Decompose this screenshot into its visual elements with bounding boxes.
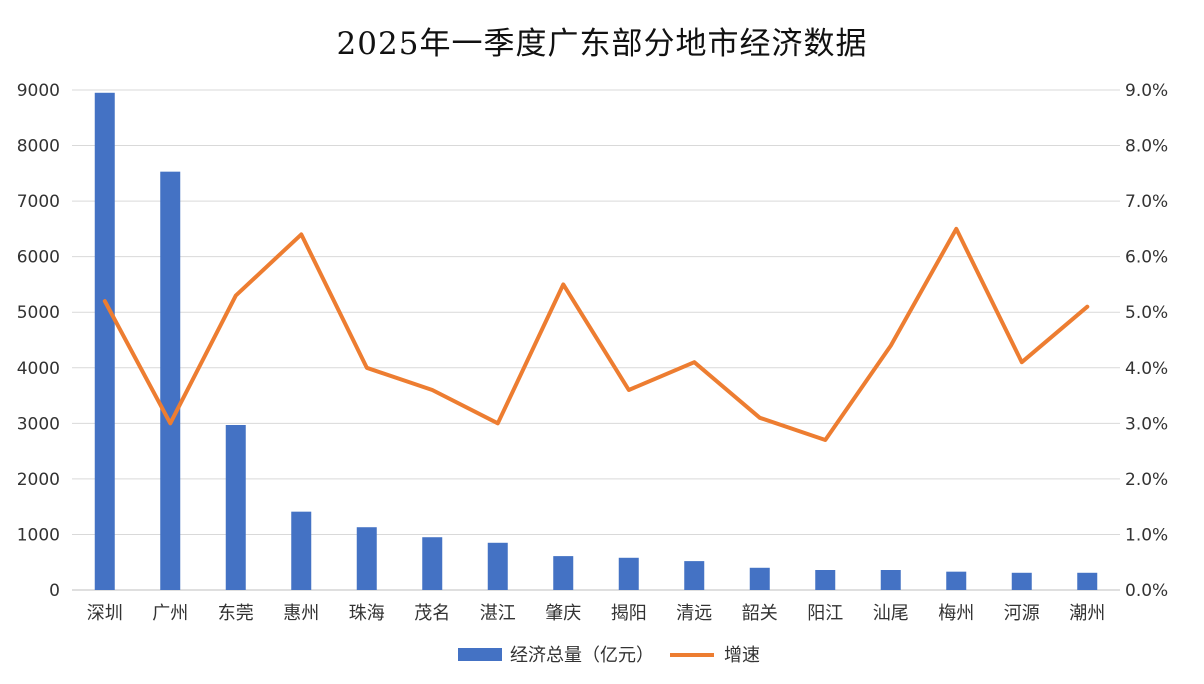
bar-湛江: [487, 542, 508, 590]
bar-梅州: [946, 571, 967, 590]
y-right-tick-label: 4.0%: [1125, 359, 1168, 379]
x-tick-label: 清远: [676, 603, 712, 624]
y-right-tick-label: 6.0%: [1125, 248, 1168, 268]
x-tick-label: 梅州: [938, 603, 974, 624]
y-left-tick-label: 6000: [17, 248, 60, 268]
bar-惠州: [291, 511, 312, 590]
y-right-tick-label: 0.0%: [1125, 581, 1168, 601]
bar-广州: [160, 171, 181, 590]
y-left-tick-label: 7000: [17, 192, 60, 212]
chart-title: 2025年一季度广东部分地市经济数据: [336, 26, 868, 62]
bar-汕尾: [880, 570, 901, 590]
bar-茂名: [422, 537, 443, 590]
y-left-tick-label: 1000: [17, 525, 60, 545]
legend-swatch-bar: [458, 648, 502, 661]
y-left-tick-label: 0: [49, 581, 60, 601]
bar-潮州: [1077, 572, 1098, 590]
y-left-tick-label: 5000: [17, 303, 60, 323]
x-tick-label: 韶关: [742, 603, 778, 624]
bar-河源: [1011, 572, 1032, 590]
x-tick-label: 汕尾: [873, 603, 909, 624]
x-tick-label: 揭阳: [611, 603, 647, 624]
x-tick-label: 阳江: [807, 603, 843, 624]
bar-东莞: [225, 425, 246, 590]
x-tick-label: 茂名: [414, 603, 450, 624]
bar-珠海: [356, 527, 377, 590]
x-tick-label: 湛江: [480, 603, 516, 624]
y-right-tick-label: 5.0%: [1125, 303, 1168, 323]
y-left-tick-label: 8000: [17, 137, 60, 157]
y-left-tick-label: 4000: [17, 359, 60, 379]
legend-label-bar: 经济总量（亿元）: [510, 645, 654, 666]
bar-韶关: [749, 567, 770, 590]
y-right-tick-label: 3.0%: [1125, 414, 1168, 434]
bar-肇庆: [553, 556, 574, 590]
bar-清远: [684, 561, 705, 590]
y-left-tick-label: 3000: [17, 414, 60, 434]
x-tick-label: 潮州: [1069, 603, 1105, 624]
y-right-tick-label: 2.0%: [1125, 470, 1168, 490]
y-right-tick-label: 9.0%: [1125, 81, 1168, 101]
x-tick-label: 珠海: [349, 603, 385, 624]
y-right-tick-label: 8.0%: [1125, 137, 1168, 157]
x-tick-label: 肇庆: [545, 603, 581, 624]
x-tick-label: 惠州: [283, 603, 319, 624]
x-tick-label: 深圳: [87, 603, 123, 624]
x-tick-label: 东莞: [218, 603, 254, 624]
growth-line: [102, 226, 1090, 442]
x-tick-label: 河源: [1004, 603, 1040, 624]
y-left-tick-label: 9000: [17, 81, 60, 101]
bar-深圳: [94, 92, 115, 591]
bar-阳江: [815, 570, 836, 590]
bar-揭阳: [618, 557, 639, 590]
y-right-tick-label: 1.0%: [1125, 525, 1168, 545]
y-right-tick-label: 7.0%: [1125, 192, 1168, 212]
x-tick-label: 广州: [152, 603, 188, 624]
legend-label-line: 增速: [724, 645, 760, 666]
y-left-tick-label: 2000: [17, 470, 60, 490]
